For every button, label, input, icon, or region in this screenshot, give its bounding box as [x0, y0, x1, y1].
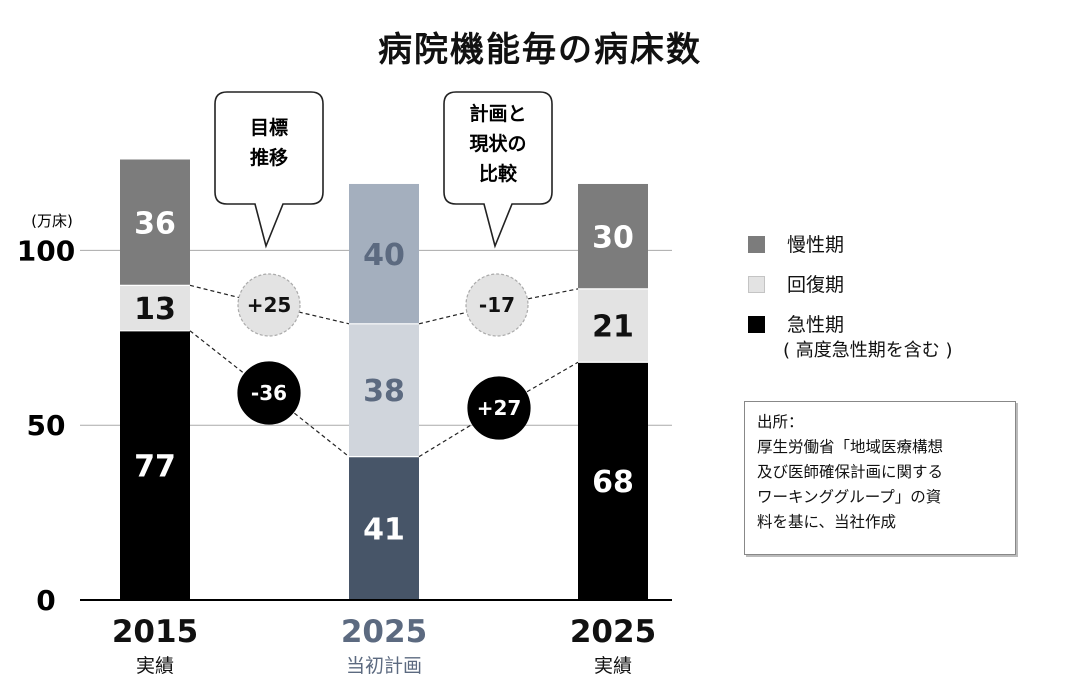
bar-value-label: 41 — [363, 512, 405, 547]
legend-item-recovery: 回復期 — [748, 272, 953, 298]
bar-segment — [120, 330, 190, 600]
legend-item-acute: 急性期 ( 高度急性期を含む ) — [748, 312, 953, 364]
change-bubble — [237, 361, 301, 425]
change-bubble — [237, 273, 301, 337]
x-category-label: 実績 — [594, 655, 632, 677]
bar-segment — [120, 285, 190, 331]
bar-segment — [120, 159, 190, 286]
chart-title: 病院機能毎の病床数 — [378, 30, 702, 70]
bar-value-label: 36 — [134, 206, 176, 241]
change-bubble-label: +27 — [477, 396, 522, 420]
bar-value-label: 13 — [134, 292, 176, 327]
legend-label-recovery: 回復期 — [787, 274, 845, 296]
bar-value-label: 40 — [363, 238, 405, 273]
bar-segment — [349, 323, 419, 457]
callout-target-trend-text: 目標 — [250, 116, 288, 139]
bar-value-label: 68 — [592, 465, 634, 500]
legend-label-acute: 急性期 — [787, 314, 845, 336]
source-line: 出所： — [757, 413, 804, 431]
x-category-year: 2015 — [112, 614, 198, 650]
y-tick-label: 100 — [17, 234, 75, 267]
bar-segment — [349, 183, 419, 324]
bar-segment — [578, 183, 648, 289]
change-connector — [189, 284, 350, 325]
legend-item-chronic: 慢性期 — [748, 232, 953, 258]
legend: 慢性期 回復期 急性期 ( 高度急性期を含む ) — [748, 232, 953, 378]
source-line: 厚生労働省「地域医療構想 — [757, 438, 944, 456]
bar-segment — [578, 288, 648, 363]
change-bubble-label: -36 — [251, 381, 287, 405]
source-line: 及び医師確保計画に関する — [757, 463, 944, 481]
y-tick-label: 50 — [27, 409, 66, 442]
callout-target-trend-text: 推移 — [250, 146, 288, 169]
callout-plan-vs-actual-bubble — [443, 91, 553, 249]
source-line: 料を基に、当社作成 — [757, 513, 897, 531]
x-category-year: 2025 — [570, 614, 656, 650]
callout-plan-vs-actual-text: 計画と — [469, 102, 526, 125]
bar-value-label: 77 — [134, 449, 176, 484]
legend-swatch-recovery — [748, 276, 765, 293]
change-bubble-label: +25 — [247, 293, 292, 317]
change-bubble-label: -17 — [479, 293, 515, 317]
y-tick-label: 0 — [36, 584, 55, 617]
callout-plan-vs-actual-text: 現状の — [469, 132, 526, 155]
legend-note-acute: ( 高度急性期を含む ) — [783, 340, 953, 361]
legend-label-chronic: 慢性期 — [787, 234, 845, 256]
source-line: ワーキンググループ」の資 — [757, 488, 942, 506]
legend-swatch-chronic — [748, 236, 765, 253]
x-category-label: 実績 — [136, 655, 174, 677]
callout-plan-vs-actual-text: 比較 — [479, 162, 518, 185]
legend-swatch-acute — [748, 316, 765, 333]
y-axis-unit: (万床) — [31, 212, 73, 230]
bar-value-label: 38 — [363, 374, 405, 409]
change-bubble — [465, 273, 529, 337]
change-bubble — [467, 376, 531, 440]
bar-segment — [349, 456, 419, 600]
x-category-label: 当初計画 — [346, 655, 422, 677]
bar-segment — [578, 362, 648, 600]
source-box: 出所： 厚生労働省「地域医療構想 及び医師確保計画に関する ワーキンググループ」… — [744, 401, 1016, 555]
x-category-year: 2025 — [341, 614, 427, 650]
bar-value-label: 30 — [592, 220, 634, 255]
callout-target-trend-bubble — [214, 91, 324, 249]
bar-value-label: 21 — [592, 310, 634, 345]
